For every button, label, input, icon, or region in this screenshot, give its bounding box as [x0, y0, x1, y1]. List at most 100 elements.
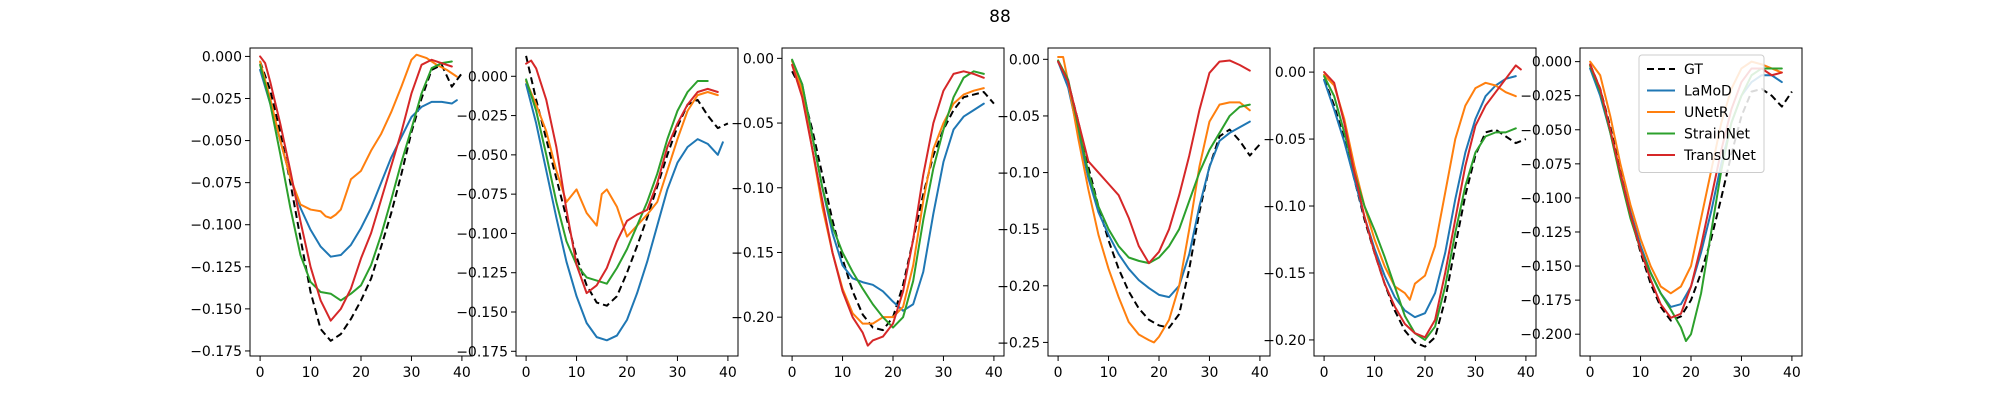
axes-frame [249, 47, 473, 357]
series-line-strainnet [1323, 75, 1517, 341]
y-tick-label: −0.125 [190, 260, 242, 276]
series-line-strainnet [259, 60, 453, 302]
axes-frame [1579, 47, 1803, 357]
axes-frame [1313, 47, 1537, 357]
y-tick-label: −0.150 [1520, 259, 1572, 275]
x-tick-label: 40 [453, 365, 471, 381]
x-tick-label: 10 [1632, 365, 1650, 381]
legend-box [1638, 54, 1765, 173]
y-tick-label: −0.25 [997, 335, 1040, 351]
x-tick-label: 20 [884, 365, 902, 381]
y-tick-label: −0.025 [1520, 89, 1572, 105]
x-tick-label: 40 [985, 365, 1003, 381]
x-tick-label: 0 [522, 365, 531, 381]
x-tick-label: 30 [403, 365, 421, 381]
legend-label-lamod: LaMoD [1684, 84, 1732, 100]
axes-frame [781, 47, 1005, 357]
axes-frame [515, 47, 739, 357]
series-line-strainnet [791, 58, 985, 329]
subplot-2: 0 10 20 30 40 0.000 −0.025 −0.050 −0.075 −0.100 −0… [456, 47, 739, 381]
y-tick-label: −0.100 [456, 226, 508, 242]
x-tick-label: 40 [1251, 365, 1269, 381]
y-tick-label: 0.000 [468, 69, 508, 85]
x-tick-label: 20 [352, 365, 370, 381]
y-tick-label: −0.100 [1520, 191, 1572, 207]
y-tick-label: −0.10 [1263, 199, 1306, 215]
y-tick-label: 0.00 [1009, 52, 1040, 68]
series-line-unetr [791, 59, 985, 325]
x-tick-label: 10 [1366, 365, 1384, 381]
y-tick-label: −0.075 [1520, 157, 1572, 173]
x-tick-label: 10 [568, 365, 586, 381]
y-tick-label: −0.075 [456, 187, 508, 203]
x-tick-label: 30 [935, 365, 953, 381]
series-line-lamod [791, 59, 985, 312]
y-tick-label: −0.025 [456, 109, 508, 125]
series-line-strainnet [525, 78, 709, 285]
y-tick-label: −0.05 [731, 116, 774, 132]
series-line-gt [1057, 61, 1261, 329]
y-tick-label: −0.050 [1520, 123, 1572, 139]
series-line-transunet [1323, 64, 1522, 339]
y-tick-label: 0.00 [1275, 65, 1306, 81]
series-line-unetr [525, 80, 719, 238]
series-line-lamod [525, 83, 724, 342]
y-tick-label: −0.05 [1263, 132, 1306, 148]
legend-label-strainnet: StrainNet [1684, 127, 1751, 143]
y-tick-label: −0.20 [997, 279, 1040, 295]
y-tick-label: −0.200 [1520, 327, 1572, 343]
series-line-unetr [1323, 73, 1517, 301]
y-tick-label: −0.125 [1520, 225, 1572, 241]
y-tick-label: −0.100 [190, 218, 242, 234]
y-tick-label: −0.150 [456, 305, 508, 321]
y-tick-label: −0.10 [997, 166, 1040, 182]
legend-label-transunet: TransUNet [1683, 148, 1756, 164]
series-line-strainnet [1057, 59, 1251, 265]
y-tick-label: −0.075 [190, 176, 242, 192]
x-tick-label: 10 [302, 365, 320, 381]
y-tick-label: −0.15 [731, 245, 774, 261]
x-tick-label: 40 [1517, 365, 1535, 381]
subplot-3: 0 10 20 30 40 0.00 −0.05 −0.10 −0.15 −0.20 [731, 47, 1005, 381]
y-tick-label: −0.125 [456, 266, 508, 282]
y-tick-label: 0.000 [1532, 55, 1572, 71]
y-tick-label: −0.15 [1263, 266, 1306, 282]
y-tick-label: −0.20 [1263, 333, 1306, 349]
series-line-lamod [1057, 60, 1251, 299]
x-tick-label: 20 [618, 365, 636, 381]
subplot-1: 0 10 20 30 40 0.000 −0.025 −0.050 −0.075 −0.100 −0… [190, 47, 473, 381]
x-tick-label: 0 [1586, 365, 1595, 381]
y-tick-label: −0.050 [456, 148, 508, 164]
x-tick-label: 40 [1783, 365, 1801, 381]
axes-frame [1047, 47, 1271, 357]
series-line-gt [259, 61, 463, 342]
series-line-transunet [791, 63, 985, 347]
y-tick-label: 0.000 [202, 49, 242, 65]
x-tick-label: 30 [1467, 365, 1485, 381]
series-line-transunet [1057, 59, 1251, 265]
y-tick-label: −0.175 [190, 344, 242, 360]
x-tick-label: 30 [669, 365, 687, 381]
y-tick-label: −0.05 [997, 109, 1040, 125]
series-line-transunet [525, 59, 719, 295]
x-tick-label: 0 [256, 365, 265, 381]
subplot-4: 0 10 20 30 40 0.00 −0.05 −0.10 −0.15 −0.20 −0.25 [997, 47, 1271, 381]
series-line-transunet [259, 55, 453, 322]
y-tick-label: −0.025 [190, 91, 242, 107]
y-tick-label: −0.175 [456, 344, 508, 360]
y-tick-label: −0.15 [997, 222, 1040, 238]
x-tick-label: 10 [1100, 365, 1118, 381]
series-line-unetr [1057, 56, 1251, 344]
legend-label-unetr: UNetR [1684, 105, 1729, 121]
x-tick-label: 30 [1733, 365, 1751, 381]
y-tick-label: −0.175 [1520, 293, 1572, 309]
series-line-lamod [1323, 75, 1517, 319]
x-tick-label: 20 [1416, 365, 1434, 381]
x-tick-label: 0 [788, 365, 797, 381]
subplot-5: 0 10 20 30 40 0.00 −0.05 −0.10 −0.15 −0.20 [1263, 47, 1537, 381]
figure-suptitle: 88 [989, 7, 1011, 27]
y-tick-label: −0.20 [731, 310, 774, 326]
y-tick-label: −0.050 [190, 134, 242, 150]
series-line-gt [1323, 78, 1527, 348]
